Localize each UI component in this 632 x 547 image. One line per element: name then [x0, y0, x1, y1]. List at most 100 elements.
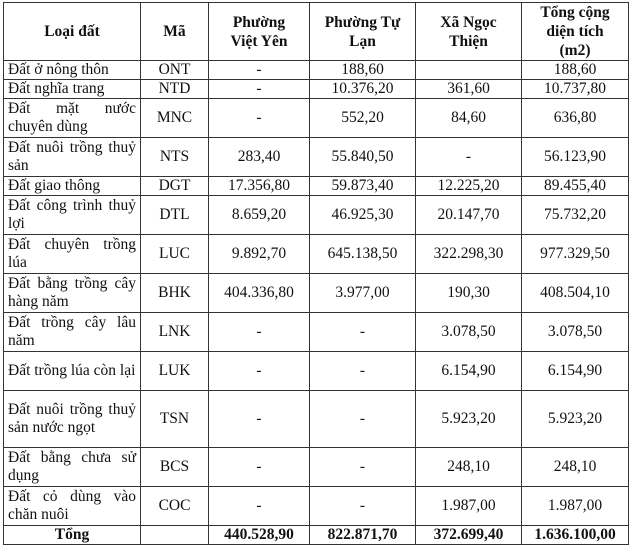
cell-code: DTL [140, 195, 209, 235]
cell-viet-yen: - [208, 486, 310, 526]
cell-ngoc-thien: 322.298,30 [415, 234, 522, 274]
header-viet-yen: Phường Việt Yên [208, 2, 310, 61]
cell-ngoc-thien: 5.923,20 [415, 390, 522, 448]
cell-land-type: Đất bằng trồng cây hàng năm [3, 273, 141, 313]
cell-ngoc-thien: - [415, 137, 522, 177]
header-land-type: Loại đất [3, 2, 141, 61]
cell-land-type: Đất ở nông thôn [3, 60, 141, 80]
cell-total: 248,10 [521, 447, 629, 487]
cell-land-type: Đất nghĩa trang [3, 79, 141, 99]
total-row: Tổng 440.528,90 822.871,70 372.699,40 1.… [3, 525, 629, 545]
cell-ngoc-thien: 84,60 [415, 98, 522, 138]
cell-viet-yen: - [208, 98, 310, 138]
cell-code: MNC [140, 98, 209, 138]
table-row: Đất bằng chưa sử dụng BCS - - 248,10 248… [3, 447, 629, 487]
cell-tu-lan: 645.138,50 [309, 234, 416, 274]
header-text: (m2) [559, 42, 591, 59]
cell-land-type: Đất giao thông [3, 176, 141, 196]
cell-tu-lan: 3.977,00 [309, 273, 416, 313]
table-row: Đất bằng trồng cây hàng năm BHK 404.336,… [3, 273, 629, 313]
cell-ngoc-thien: 1.987,00 [415, 486, 522, 526]
cell-land-type: Đất bằng chưa sử dụng [3, 447, 141, 487]
table-row: Đất trồng lúa còn lại LUK - - 6.154,90 6… [3, 351, 629, 391]
header-text: Việt Yên [230, 32, 288, 50]
total-ngoc-thien: 372.699,40 [415, 525, 522, 545]
cell-land-type: Đất nuôi trồng thuỷ sản nước ngọt [3, 390, 141, 448]
cell-ngoc-thien: 248,10 [415, 447, 522, 487]
cell-viet-yen: - [208, 312, 310, 352]
cell-total: 75.732,20 [521, 195, 629, 235]
cell-code: BHK [140, 273, 209, 313]
cell-total: 1.987,00 [521, 486, 629, 526]
table-row: Đất ở nông thôn ONT - 188,60 188,60 [3, 60, 629, 80]
header-text: Phường Tự [324, 13, 401, 31]
cell-total: 56.123,90 [521, 137, 629, 177]
header-ngoc-thien: Xã Ngọc Thiện [415, 2, 522, 61]
header-text: Lạn [349, 32, 376, 50]
cell-tu-lan: 46.925,30 [309, 195, 416, 235]
cell-land-type: Đất nuôi trồng thuỷ sản [3, 137, 141, 177]
cell-viet-yen: 283,40 [208, 137, 310, 177]
cell-code: LUC [140, 234, 209, 274]
cell-viet-yen: - [208, 60, 310, 80]
cell-viet-yen: - [208, 79, 310, 99]
cell-total: 6.154,90 [521, 351, 629, 391]
cell-code: TSN [140, 390, 209, 448]
cell-viet-yen: - [208, 447, 310, 487]
table-row: Đất nuôi trồng thuỷ sản nước ngọt TSN - … [3, 390, 629, 448]
cell-land-type: Đất cỏ dùng vào chăn nuôi [3, 486, 141, 526]
table-row: Đất mặt nước chuyên dùng MNC - 552,20 84… [3, 98, 629, 138]
cell-code: LNK [140, 312, 209, 352]
header-code: Mã [140, 2, 209, 61]
total-code [140, 525, 209, 545]
cell-tu-lan: 552,20 [309, 98, 416, 138]
cell-total: 188,60 [521, 60, 629, 80]
cell-viet-yen: 17.356,80 [208, 176, 310, 196]
cell-tu-lan: 59.873,40 [309, 176, 416, 196]
cell-land-type: Đất trồng lúa còn lại [3, 351, 141, 391]
cell-code: BCS [140, 447, 209, 487]
table-row: Đất chuyên trồng lúa LUC 9.892,70 645.13… [3, 234, 629, 274]
table-row: Đất giao thông DGT 17.356,80 59.873,40 1… [3, 176, 629, 196]
cell-code: NTD [140, 79, 209, 99]
cell-code: COC [140, 486, 209, 526]
land-use-table: Loại đất Mã Phường Việt Yên Phường Tự Lạn … [3, 2, 629, 545]
cell-total: 408.504,10 [521, 273, 629, 313]
cell-code: NTS [140, 137, 209, 177]
total-grand: 1.636.100,00 [521, 525, 629, 545]
cell-tu-lan: 55.840,50 [309, 137, 416, 177]
header-text: Phường [232, 13, 286, 31]
table-row: Đất công trình thuỷ lợi DTL 8.659,20 46.… [3, 195, 629, 235]
cell-tu-lan: - [309, 447, 416, 487]
cell-viet-yen: 9.892,70 [208, 234, 310, 274]
total-label: Tổng [3, 525, 141, 545]
cell-viet-yen: - [208, 351, 310, 391]
cell-ngoc-thien [415, 60, 522, 80]
cell-land-type: Đất chuyên trồng lúa [3, 234, 141, 274]
cell-ngoc-thien: 20.147,70 [415, 195, 522, 235]
cell-viet-yen: - [208, 390, 310, 448]
table-row: Đất trồng cây lâu năm LNK - - 3.078,50 3… [3, 312, 629, 352]
cell-total: 636,80 [521, 98, 629, 138]
cell-total: 3.078,50 [521, 312, 629, 352]
cell-ngoc-thien: 12.225,20 [415, 176, 522, 196]
cell-total: 5.923,20 [521, 390, 629, 448]
header-text: Xã Ngọc [440, 13, 497, 31]
cell-land-type: Đất mặt nước chuyên dùng [3, 98, 141, 138]
cell-viet-yen: 8.659,20 [208, 195, 310, 235]
cell-ngoc-thien: 190,30 [415, 273, 522, 313]
table-row: Đất nuôi trồng thuỷ sản NTS 283,40 55.84… [3, 137, 629, 177]
header-text: Mã [163, 23, 186, 40]
table-row: Đất cỏ dùng vào chăn nuôi COC - - 1.987,… [3, 486, 629, 526]
cell-code: ONT [140, 60, 209, 80]
cell-total: 10.737,80 [521, 79, 629, 99]
header-text: Thiện [449, 32, 488, 50]
header-row: Loại đất Mã Phường Việt Yên Phường Tự Lạn … [3, 2, 629, 61]
cell-total: 89.455,40 [521, 176, 629, 196]
cell-tu-lan: - [309, 486, 416, 526]
header-tu-lan: Phường Tự Lạn [309, 2, 416, 61]
cell-ngoc-thien: 361,60 [415, 79, 522, 99]
header-total-area: Tổng cộng diện tích (m2) [521, 2, 629, 61]
header-text: diện tích [546, 23, 604, 40]
cell-ngoc-thien: 6.154,90 [415, 351, 522, 391]
